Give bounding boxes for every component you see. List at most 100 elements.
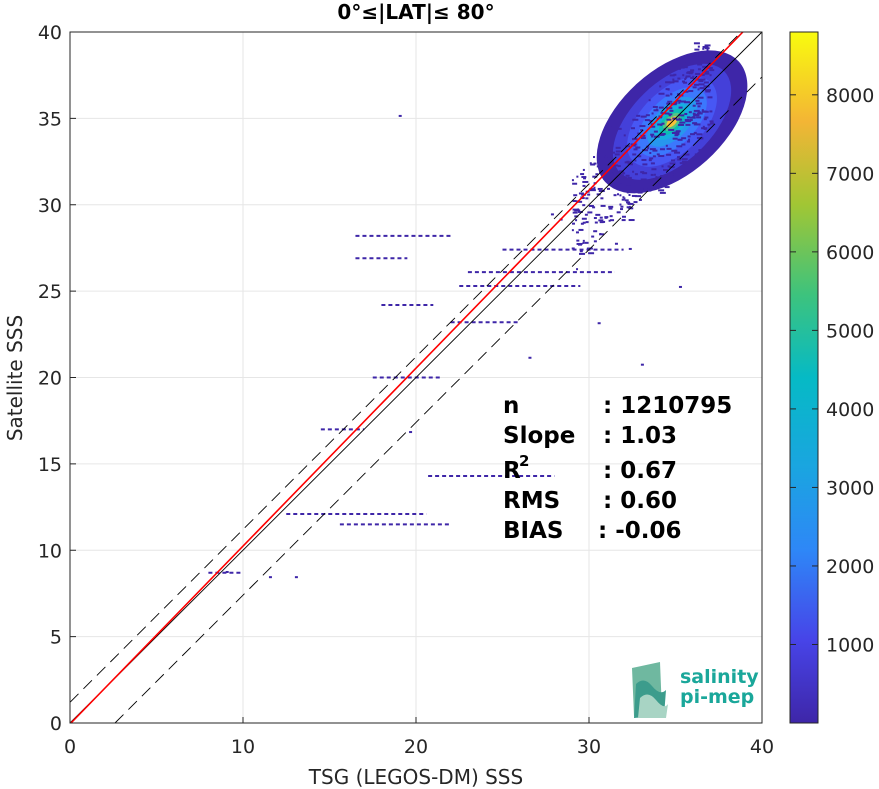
density-pixel [661,122,665,125]
density-pixel [666,102,671,105]
density-pixel [658,189,665,192]
density-pixel [638,198,642,201]
density-pixel [674,134,679,137]
density-pixel [633,148,638,151]
density-pixel [704,116,709,119]
density-pixel [636,181,639,184]
density-pixel [634,173,638,176]
density-pixel [656,176,663,179]
density-pixel [627,180,633,183]
density-pixel [609,124,612,127]
density-pixel [671,149,678,152]
density-pixel [636,114,641,117]
density-pixel [681,80,685,83]
density-pixel [588,204,594,207]
density-pixel [697,88,700,91]
density-pixel [683,81,688,84]
scatter-dot [398,114,402,117]
density-pixel [703,85,710,88]
density-pixel [672,80,679,83]
y-axis-ticks: 0 5 10 15 20 25 30 35 40 [38,22,76,735]
density-pixel [678,101,681,104]
density-pixel [703,81,709,84]
density-pixel [706,67,713,70]
density-pixel [684,101,691,104]
density-pixel [640,129,644,132]
density-pixel [631,194,637,197]
density-pixel [648,189,652,192]
density-pixel [688,138,691,141]
x-tick-label: 30 [577,736,601,758]
density-pixel [694,153,699,156]
density-pixel [684,118,690,121]
density-pixel [626,185,631,188]
colorbar-tick-label: 2000 [826,556,874,578]
density-pixel [587,193,591,196]
density-pixel [608,205,614,208]
density-pixel [648,99,651,102]
scatter-segments [208,114,682,579]
density-pixel [670,93,673,96]
density-pixel [700,78,706,81]
density-pixel [621,219,626,222]
density-pixel [693,131,697,134]
density-pixel [685,120,692,123]
y-tick-label: 25 [38,281,62,303]
density-pixel [688,90,694,93]
density-pixel [581,176,587,179]
density-pixel [598,190,605,193]
density-pixel [606,187,610,190]
density-pixel [702,45,709,48]
density-pixel [599,143,603,146]
density-pixel [702,110,709,113]
density-pixel [698,53,704,56]
density-pixel [685,62,688,65]
density-pixel [669,74,675,77]
density-pixel [622,172,626,175]
density-pixel [592,175,598,178]
density-pixel [571,179,574,182]
density-pixel [609,151,615,154]
density-pixel [709,69,715,72]
density-pixel [571,222,575,225]
density-pixel [656,153,660,156]
density-pixel [613,194,617,197]
density-pixel [576,239,580,242]
x-tick-label: 20 [404,736,428,758]
density-pixel [627,176,632,179]
density-pixel [649,120,653,123]
colorbar-ticks: 1000 2000 3000 4000 5000 6000 7000 8000 [790,85,874,656]
y-tick-label: 35 [38,108,62,130]
density-pixel [664,112,670,115]
density-pixel [659,148,665,151]
colorbar-tick-label: 8000 [826,85,874,107]
density-pixel [666,118,672,121]
stat-label: BIAS [503,518,563,544]
scatter-dot [294,576,298,579]
density-pixel [678,67,681,70]
density-pixel [626,206,630,209]
density-pixel [584,241,589,244]
density-pixel [695,123,701,126]
density-pixel [701,109,704,112]
density-pixel [687,135,691,138]
density-pixel [665,81,671,84]
density-pixel [686,116,690,119]
density-pixel [640,137,646,140]
density-pixel [624,199,629,202]
density-pixel [634,195,641,198]
density-pixel [651,135,654,138]
density-pixel [640,115,647,118]
density-pixel [637,191,643,194]
density-pixel [678,114,685,117]
colorbar-tick-label: 6000 [826,242,874,264]
density-pixel [696,133,703,136]
scatter-dot [604,216,608,219]
density-pixel [620,208,624,211]
density-pixel [647,147,650,150]
density-pixel [663,132,666,135]
x-tick-label: 0 [64,736,76,758]
density-pixel [690,77,695,80]
density-pixel [624,161,631,164]
density-pixel [578,192,584,195]
